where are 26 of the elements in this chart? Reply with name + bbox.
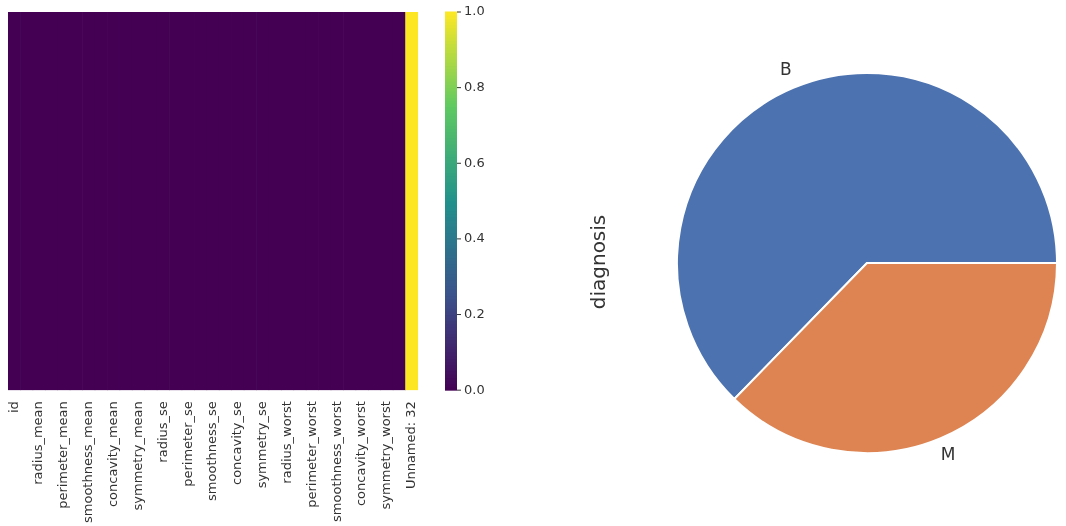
x-tick-label: radius_mean xyxy=(30,401,46,485)
x-tick-label: perimeter_mean xyxy=(55,401,71,509)
x-tick-label: concavity_worst xyxy=(353,401,369,507)
x-tick-label: concavity_se xyxy=(229,401,245,485)
x-tick-label: id xyxy=(5,401,21,414)
x-tick-label: smoothness_mean xyxy=(80,401,96,524)
x-tick-label: symmetry_se xyxy=(254,401,270,489)
x-tick-label: radius_worst xyxy=(278,401,294,484)
x-tick-label: symmetry_mean xyxy=(129,401,145,511)
color-bar-label: 0.8 xyxy=(464,79,485,95)
slice-label: B xyxy=(779,58,792,79)
color-bar-label: 0.6 xyxy=(464,154,485,170)
x-tick-label: concavity_mean xyxy=(104,401,120,508)
x-tick-label: radius_se xyxy=(154,401,170,463)
x-tick-label: smoothness_se xyxy=(204,401,220,501)
color-bar-label: 1.0 xyxy=(464,3,485,19)
color-bar-label: 0.4 xyxy=(464,230,485,246)
x-tick-label: smoothness_worst xyxy=(328,401,344,522)
color-bar-label: 0.2 xyxy=(464,305,485,321)
x-tick-label: perimeter_worst xyxy=(303,401,319,508)
slice-label: M xyxy=(940,444,956,465)
x-tick-label: symmetry_worst xyxy=(378,401,394,510)
color-bar-label: 0.0 xyxy=(464,381,485,397)
x-tick-label: perimeter_se xyxy=(179,401,195,487)
x-tick-label: Unnamed: 32 xyxy=(403,401,419,490)
text: diagnosis xyxy=(586,214,611,310)
